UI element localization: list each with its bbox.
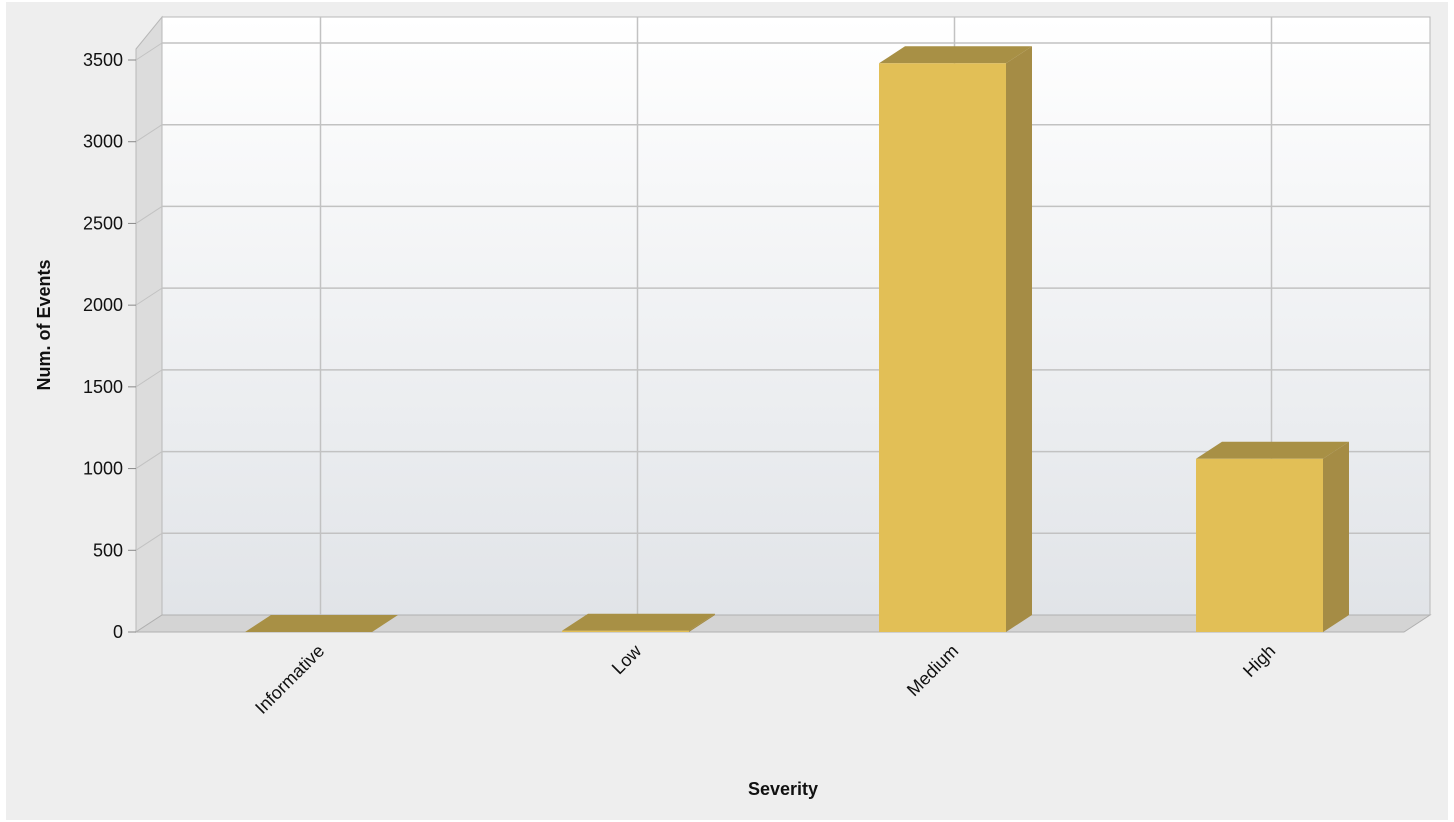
y-tick-label: 2000 bbox=[83, 295, 123, 315]
bar-front bbox=[1196, 458, 1323, 632]
bar bbox=[245, 615, 398, 632]
bar-top bbox=[562, 613, 715, 631]
x-tick-label: Low bbox=[608, 640, 646, 678]
y-tick-labels: 0 500 1000 1500 2000 2500 3000 3500 bbox=[83, 50, 123, 642]
y-gridline-side bbox=[135, 124, 163, 143]
y-gridline-side bbox=[135, 532, 163, 551]
bar-side bbox=[1323, 441, 1349, 632]
y-tick-label: 3500 bbox=[83, 50, 123, 70]
y-tick-label: 1500 bbox=[83, 377, 123, 397]
bar-top bbox=[245, 615, 398, 632]
bar bbox=[1196, 441, 1349, 632]
bar-front bbox=[562, 630, 689, 632]
bar-top bbox=[879, 46, 1032, 64]
bars bbox=[245, 46, 1349, 633]
y-tick-label: 3000 bbox=[83, 132, 123, 152]
x-axis-title: Severity bbox=[748, 779, 818, 799]
y-gridline-side bbox=[135, 451, 163, 469]
bar-top bbox=[1196, 441, 1349, 459]
x-tick-label: Medium bbox=[903, 641, 962, 700]
y-tick-label: 0 bbox=[113, 622, 123, 642]
y-gridline-side bbox=[135, 287, 163, 306]
bar-front bbox=[879, 63, 1006, 633]
y-gridline-side bbox=[135, 42, 163, 61]
y-axis-title: Num. of Events bbox=[34, 259, 54, 390]
x-tick-label: High bbox=[1239, 641, 1279, 681]
x-tick-label: Informative bbox=[251, 641, 328, 718]
x-tick-labels: Informative Low Medium High bbox=[251, 640, 1279, 718]
y-tick-label: 500 bbox=[93, 540, 123, 560]
bar-side bbox=[689, 613, 715, 632]
bar bbox=[879, 46, 1032, 633]
y-gridline-side bbox=[135, 369, 163, 388]
bar bbox=[562, 613, 715, 632]
side-wall bbox=[135, 15, 163, 633]
y-tick-label: 2500 bbox=[83, 213, 123, 233]
bar-side bbox=[1006, 46, 1032, 633]
y-gridline-side bbox=[135, 206, 163, 224]
y-tick-label: 1000 bbox=[83, 459, 123, 479]
